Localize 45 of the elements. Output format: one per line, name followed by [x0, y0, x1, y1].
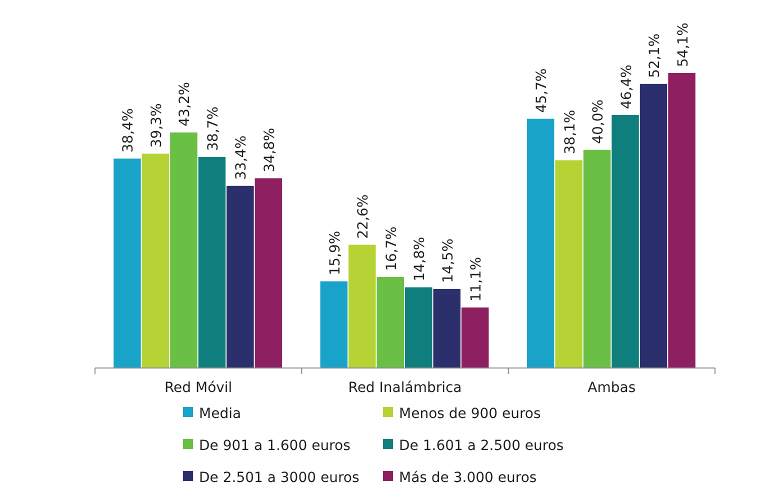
bar — [226, 186, 254, 368]
data-label: 38,1% — [562, 110, 578, 154]
x-tick-label: Red Móvil — [164, 380, 232, 396]
x-tick-label: Red Inalámbrica — [348, 380, 462, 396]
legend-label: Media — [199, 406, 242, 422]
data-label: 39,3% — [148, 103, 165, 148]
data-label: 45,7% — [534, 68, 550, 113]
bar — [320, 281, 348, 368]
data-label: 33,4% — [234, 135, 250, 180]
bar — [433, 288, 460, 368]
data-label: 15,9% — [327, 230, 344, 276]
legend-label: De 901 a 1.600 euros — [199, 438, 350, 454]
bar — [640, 84, 668, 368]
bar — [142, 154, 170, 368]
bar — [376, 276, 404, 368]
data-label: 34,8% — [262, 128, 278, 172]
bar — [583, 150, 611, 368]
bar — [114, 158, 141, 368]
data-label: 54,1% — [675, 22, 692, 67]
bar — [348, 244, 376, 368]
legend-label: De 1.601 a 2.500 euros — [399, 438, 564, 454]
bar — [526, 118, 554, 368]
bar — [461, 307, 489, 368]
data-label: 38,4% — [120, 108, 137, 153]
bar — [170, 132, 198, 368]
bar — [198, 156, 226, 368]
data-label: 46,4% — [618, 64, 635, 109]
legend-label: De 2.501 a 3000 euros — [199, 470, 360, 486]
data-label: 14,8% — [412, 236, 428, 282]
data-label: 16,7% — [384, 226, 400, 271]
data-label: 43,2% — [177, 82, 194, 126]
data-label: 14,5% — [440, 238, 456, 283]
data-label: 52,1% — [647, 33, 664, 78]
data-label: 11,1% — [468, 256, 485, 302]
x-tick-label: Ambas — [588, 380, 636, 396]
bar — [555, 160, 582, 368]
legend-label: Menos de 900 euros — [399, 406, 541, 422]
data-label: 40,0% — [590, 99, 607, 144]
bar — [405, 287, 432, 368]
bar — [612, 114, 639, 368]
legend-label: Más de 3.000 euros — [399, 470, 537, 486]
data-label: 38,7% — [205, 106, 222, 151]
bar — [668, 73, 696, 368]
bar — [254, 178, 282, 368]
data-label: 22,6% — [356, 194, 372, 239]
